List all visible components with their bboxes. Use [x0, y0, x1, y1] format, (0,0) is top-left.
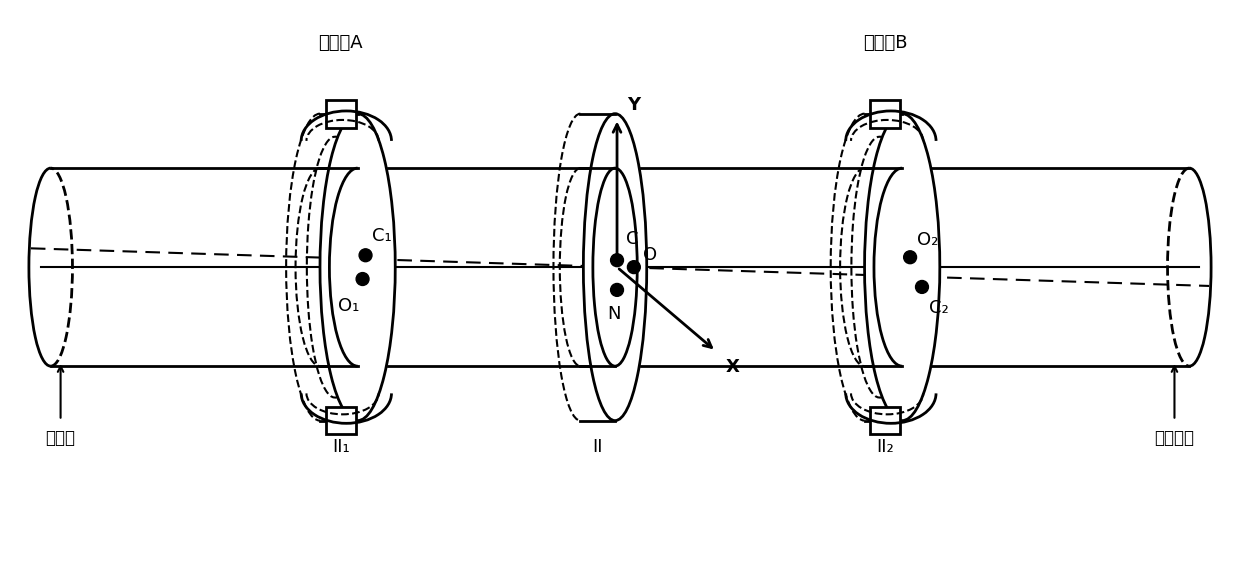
Text: O₁: O₁: [337, 297, 360, 315]
Text: C: C: [626, 230, 639, 248]
Text: 几何轴: 几何轴: [46, 429, 76, 447]
Circle shape: [627, 261, 640, 274]
Text: II: II: [593, 438, 603, 456]
Text: N: N: [608, 305, 621, 323]
Bar: [326, 100, 356, 128]
Text: 惯性主轴: 惯性主轴: [1154, 429, 1194, 447]
Ellipse shape: [583, 114, 647, 420]
Circle shape: [915, 280, 929, 293]
Ellipse shape: [864, 114, 940, 420]
Text: C₁: C₁: [372, 228, 392, 246]
Text: II₁: II₁: [332, 438, 350, 456]
Circle shape: [610, 254, 624, 266]
Circle shape: [904, 251, 916, 264]
Bar: [326, 407, 356, 434]
Bar: [870, 407, 900, 434]
Text: II₂: II₂: [877, 438, 894, 456]
Text: O: O: [642, 246, 657, 264]
Ellipse shape: [320, 114, 396, 420]
Text: Y: Y: [627, 96, 640, 114]
Bar: [870, 100, 900, 128]
Text: X: X: [725, 358, 740, 376]
Circle shape: [356, 273, 370, 285]
Circle shape: [610, 283, 624, 296]
Circle shape: [360, 249, 372, 262]
Text: O₂: O₂: [918, 232, 939, 250]
Text: 电磁铁A: 电磁铁A: [319, 34, 363, 52]
Text: C₂: C₂: [929, 299, 949, 317]
Text: 电磁铁B: 电磁铁B: [863, 34, 908, 52]
